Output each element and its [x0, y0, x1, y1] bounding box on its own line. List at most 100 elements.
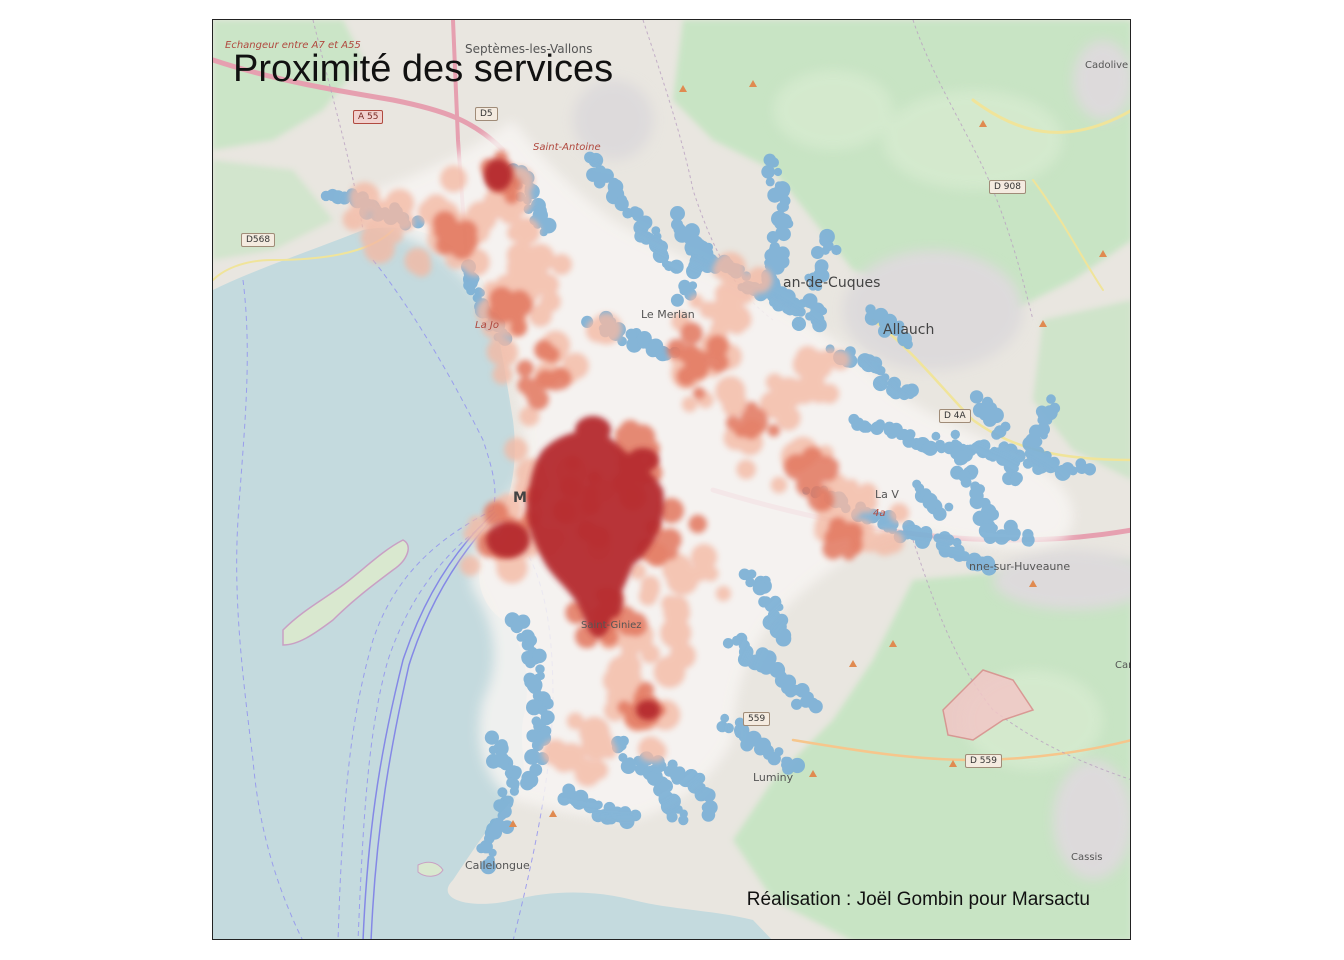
blue-point	[540, 710, 555, 725]
label-cassis: Cassis	[1071, 852, 1103, 863]
service-blob	[519, 406, 540, 427]
blue-point	[571, 795, 587, 810]
blue-point	[831, 244, 842, 256]
blue-point	[540, 217, 557, 234]
service-blob	[411, 256, 432, 277]
service-blob	[468, 515, 485, 533]
label-penne: nne-sur-Huveaune	[969, 560, 1071, 573]
service-blob	[566, 712, 584, 730]
blue-point	[520, 775, 535, 791]
service-blob	[364, 213, 396, 245]
blue-point	[524, 749, 540, 765]
service-blob-dense	[841, 522, 864, 544]
blue-point	[536, 671, 545, 681]
service-blob	[539, 291, 561, 313]
blue-point	[510, 779, 520, 789]
blue-point	[616, 740, 627, 751]
blue-point	[773, 167, 783, 177]
blue-point	[944, 502, 954, 512]
blue-point	[738, 568, 751, 581]
service-blob	[440, 165, 467, 193]
blue-point	[994, 428, 1004, 439]
service-blob	[490, 338, 519, 367]
service-blob-dense	[645, 541, 670, 567]
blue-point	[791, 316, 807, 331]
blue-point	[1046, 394, 1056, 404]
sea	[213, 227, 772, 939]
blue-point	[669, 259, 684, 274]
service-blob	[600, 742, 617, 759]
blue-point	[772, 298, 786, 312]
blue-point	[887, 321, 900, 335]
blue-point	[766, 231, 780, 244]
service-blob-dense	[517, 376, 535, 394]
blue-point	[500, 820, 515, 834]
service-blob-dense	[680, 322, 703, 345]
map-credit: Réalisation : Joël Gombin pour Marsactu	[746, 889, 1090, 910]
service-blob	[881, 530, 904, 554]
service-blob-dense	[767, 424, 780, 437]
service-blob	[714, 252, 747, 284]
service-blob-dense	[692, 387, 706, 400]
blue-point	[774, 747, 784, 757]
blue-point	[510, 620, 524, 634]
service-blob-dense	[547, 374, 564, 391]
service-blob	[736, 459, 756, 480]
service-blob	[819, 383, 840, 404]
blue-point	[745, 577, 755, 588]
blue-point	[780, 289, 796, 305]
service-blob-dense	[433, 224, 450, 240]
blue-point	[761, 165, 775, 179]
blue-point	[557, 792, 571, 806]
peak-markers	[509, 80, 1107, 827]
blue-point	[1032, 436, 1043, 447]
blue-point	[804, 273, 813, 283]
blue-point	[905, 390, 915, 399]
service-blob-dense	[504, 189, 520, 204]
service-blob-dense	[507, 290, 531, 313]
blue-point	[977, 439, 991, 453]
map-canvas[interactable]	[213, 20, 1131, 940]
blue-point	[969, 390, 984, 404]
blue-point	[1030, 425, 1041, 435]
blue-point	[924, 532, 933, 541]
industrial-zone	[942, 669, 1035, 741]
low-service-points	[320, 151, 1096, 875]
blue-point	[987, 508, 999, 521]
service-blob-dense	[534, 340, 554, 360]
service-blob	[746, 266, 773, 294]
hill-light	[773, 70, 1103, 770]
service-blob-dense	[445, 222, 471, 248]
service-blob-dense	[688, 514, 707, 534]
service-blob-dense	[516, 360, 534, 378]
blue-point	[658, 252, 670, 263]
blue-point	[496, 739, 508, 751]
blue-point	[807, 697, 819, 710]
service-blob	[492, 364, 513, 385]
blue-point	[631, 207, 644, 220]
service-blob-dense	[536, 374, 552, 389]
service-blob	[727, 315, 747, 335]
city-centre-core	[484, 159, 664, 720]
service-blob	[792, 351, 820, 378]
blue-point	[1022, 529, 1034, 541]
service-blob-dense	[709, 353, 729, 373]
blue-point	[659, 779, 673, 793]
service-blob	[790, 378, 817, 405]
blue-point	[588, 152, 604, 168]
blue-point	[488, 745, 498, 755]
blue-point	[620, 758, 636, 775]
blue-point	[954, 450, 969, 466]
frioul-islands	[282, 539, 409, 646]
label-echangeur: Echangeur entre A7 et A55	[225, 40, 361, 51]
service-blob	[770, 476, 788, 494]
blue-point	[869, 363, 880, 374]
blue-point	[1068, 466, 1078, 476]
blue-point	[655, 345, 671, 362]
blue-point	[535, 664, 545, 674]
service-blob	[342, 208, 366, 231]
shipping-channel	[362, 511, 498, 939]
service-blob	[689, 294, 704, 309]
service-blob	[702, 565, 719, 582]
blue-point	[871, 421, 885, 435]
